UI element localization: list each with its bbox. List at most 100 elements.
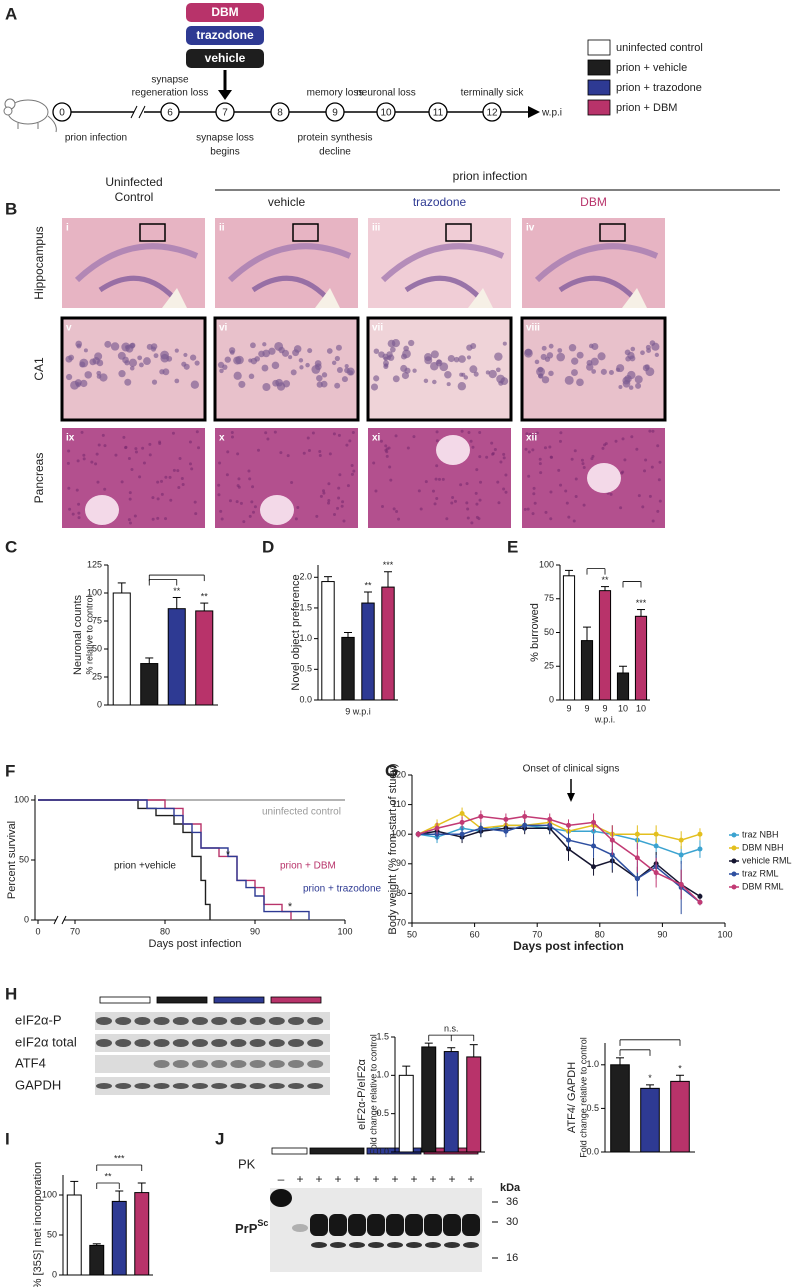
y-tick-label: 1.5 (299, 602, 312, 612)
nucleus (387, 354, 395, 361)
cell (346, 484, 350, 488)
legend-swatch (587, 79, 611, 96)
nucleus (190, 354, 197, 361)
annotation: * (226, 849, 231, 861)
tissue (62, 218, 205, 308)
blot-band (172, 1039, 189, 1047)
axis-break (56, 916, 64, 924)
nucleus (485, 370, 490, 375)
nucleus (546, 352, 554, 359)
event-below: protein synthesis (297, 133, 372, 144)
blot-band (288, 1017, 304, 1025)
nucleus (625, 356, 631, 362)
x-axis-label: Days post infection (149, 938, 242, 950)
cell (532, 492, 536, 496)
tissue (522, 218, 665, 308)
cell (134, 447, 138, 451)
nucleus (341, 376, 348, 383)
nucleus (326, 348, 333, 354)
nucleus (402, 349, 411, 359)
tissue (368, 218, 511, 308)
histology-image: ix (62, 428, 205, 528)
cell (528, 432, 532, 436)
tissue-layer (534, 243, 659, 283)
y-tick-label: 100 (539, 559, 554, 569)
blot-band (115, 1039, 132, 1047)
nucleus (331, 360, 337, 366)
cell (95, 452, 99, 456)
nucleus (548, 343, 554, 349)
y-axis-label: Novel object preference (290, 574, 302, 690)
week-label: 10 (380, 108, 392, 119)
blot-band (134, 1083, 151, 1089)
cell (656, 444, 660, 448)
panel-label: A (5, 4, 17, 23)
cell (385, 454, 389, 458)
cell (348, 439, 352, 443)
cell (526, 507, 530, 511)
x-tick-label: 9 (566, 703, 571, 713)
column-header: Control (115, 190, 154, 204)
nucleus (160, 353, 170, 363)
nucleus (250, 342, 256, 349)
y-tick-label: 100 (391, 829, 406, 839)
cell (130, 468, 134, 472)
nucleus (183, 363, 190, 370)
blot-band (249, 1017, 266, 1025)
nucleus (334, 355, 340, 362)
cell (239, 501, 243, 505)
axis-break-mark (61, 915, 67, 925)
nucleus (586, 363, 594, 371)
lane-label: + (315, 1172, 322, 1186)
nucleus (233, 371, 242, 380)
cell (658, 499, 662, 503)
significance: ** (364, 580, 372, 590)
cell (574, 477, 578, 481)
significance: ** (601, 575, 609, 585)
nucleus (271, 361, 280, 370)
cell (236, 452, 240, 456)
cell (148, 453, 152, 457)
kda-label: 16 (506, 1252, 518, 1264)
blot-band (115, 1083, 132, 1089)
event-above: memory loss (307, 88, 364, 99)
nucleus (335, 344, 342, 351)
cell (657, 478, 661, 482)
nucleus (258, 350, 265, 358)
y-tick-label: 1.5 (376, 1031, 389, 1041)
nucleus (315, 363, 322, 371)
nucleus (124, 378, 132, 386)
nucleus (316, 381, 323, 388)
cell (127, 456, 131, 460)
cell (197, 446, 201, 450)
blot-band (249, 1060, 266, 1068)
cell (345, 443, 349, 447)
week-node (215, 102, 235, 122)
blot-band (192, 1060, 208, 1068)
cell (122, 435, 126, 439)
blot-band (367, 1214, 385, 1236)
cell (127, 518, 131, 522)
y-tick-label: 90 (396, 858, 406, 868)
point (434, 825, 440, 831)
y-axis-label: % [35S] met incorporation (32, 1162, 44, 1287)
group-bar (309, 1147, 365, 1155)
blot-band (268, 1083, 285, 1089)
x-axis-label: 9 w.p.i (345, 706, 371, 716)
cell (474, 491, 478, 495)
cell (176, 469, 180, 473)
cell (451, 496, 455, 500)
cell (248, 514, 252, 518)
nucleus (538, 373, 544, 379)
bracket-label: n.s. (444, 1024, 459, 1034)
kda-label: 30 (506, 1216, 518, 1228)
panel-numeral: viii (526, 323, 540, 334)
nucleus (392, 375, 400, 383)
histology-image: i (62, 218, 205, 308)
cell (532, 486, 536, 490)
cell (478, 430, 482, 434)
nucleus (469, 365, 478, 374)
bar (111, 1200, 127, 1276)
column-header: DBM (580, 195, 607, 209)
point (697, 899, 703, 905)
